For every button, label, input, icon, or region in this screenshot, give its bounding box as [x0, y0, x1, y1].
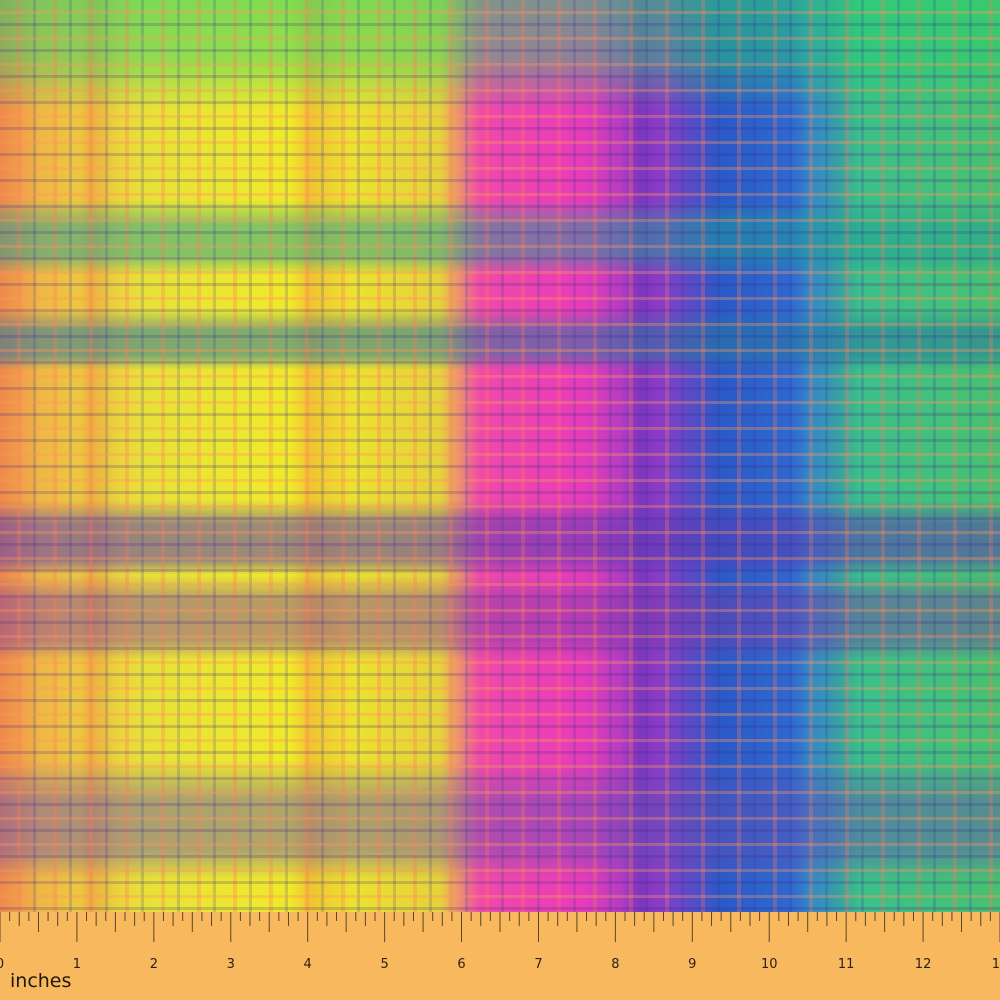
- ruler-scale: 012345678910111213: [0, 912, 1000, 972]
- ruler-label: 9: [688, 957, 696, 972]
- plaid-fabric: [0, 0, 1000, 912]
- ruler-label: 7: [534, 957, 542, 972]
- ruler: 012345678910111213: [0, 912, 1000, 1000]
- ruler-label: 12: [915, 957, 932, 972]
- ruler-label: 6: [457, 957, 465, 972]
- ruler-label: 8: [611, 957, 619, 972]
- ruler-label: 11: [838, 957, 855, 972]
- ruler-unit: inches: [10, 970, 72, 992]
- ruler-label: 5: [380, 957, 388, 972]
- ruler-label: 0: [0, 957, 4, 972]
- ruler-label: 3: [227, 957, 235, 972]
- ruler-label: 2: [150, 957, 158, 972]
- ruler-label: 10: [761, 957, 778, 972]
- ruler-label: 4: [304, 957, 312, 972]
- ruler-label: 1: [73, 957, 81, 972]
- ruler-label: 13: [992, 957, 1000, 972]
